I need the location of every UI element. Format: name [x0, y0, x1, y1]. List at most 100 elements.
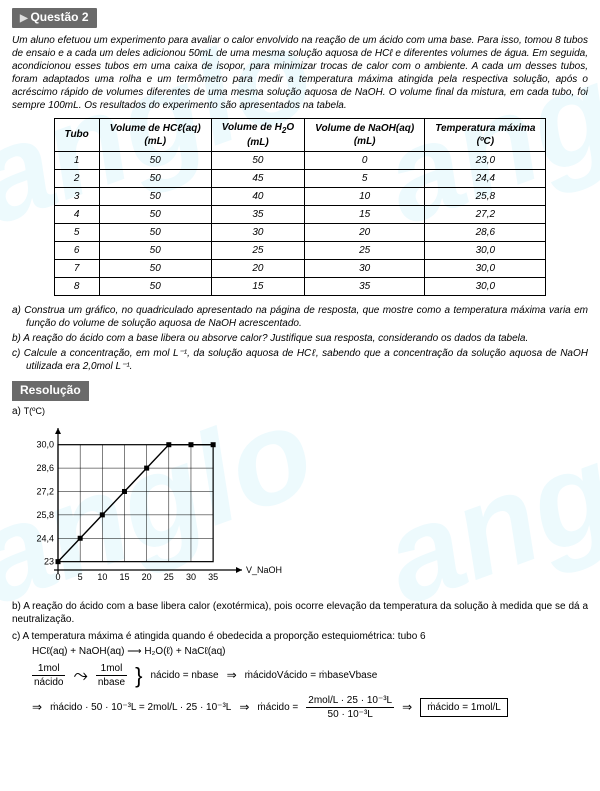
svg-text:15: 15 — [119, 572, 129, 582]
svg-text:V_NaOH(aq) (mL): V_NaOH(aq) (mL) — [246, 565, 282, 575]
ratio-den: nácido — [32, 676, 65, 689]
table-header: Volume de H2O(mL) — [211, 118, 304, 151]
table-cell: 6 — [54, 241, 99, 259]
table-cell: 50 — [99, 277, 211, 295]
table-cell: 4 — [54, 205, 99, 223]
step-eq1: nácido = nbase — [150, 669, 218, 682]
table-cell: 50 — [99, 205, 211, 223]
svg-text:10: 10 — [97, 572, 107, 582]
svg-text:28,6: 28,6 — [36, 463, 54, 473]
table-cell: 1 — [54, 151, 99, 169]
table-cell: 50 — [99, 151, 211, 169]
svg-text:25: 25 — [164, 572, 174, 582]
table-row: 550302028,6 — [54, 223, 546, 241]
implies-icon: ⇒ — [32, 700, 42, 716]
table-cell: 30 — [305, 259, 425, 277]
table-row: 750203030,0 — [54, 259, 546, 277]
step-eq3b-lhs: ṁácido = — [257, 701, 298, 714]
table-cell: 35 — [211, 205, 304, 223]
ratio-num: 1mol — [96, 662, 127, 676]
svg-text:35: 35 — [208, 572, 218, 582]
svg-text:30,0: 30,0 — [36, 439, 54, 449]
table-row: 450351527,2 — [54, 205, 546, 223]
question-statement: Um aluno efetuou um experimento para ava… — [12, 34, 588, 112]
answer-c-intro: c) A temperatura máxima é atingida quand… — [12, 630, 588, 643]
answer-b: b) A reação do ácido com a base libera c… — [12, 600, 588, 626]
table-cell: 50 — [99, 187, 211, 205]
svg-text:24,4: 24,4 — [36, 533, 54, 543]
table-cell: 25,8 — [425, 187, 546, 205]
table-row: 350401025,8 — [54, 187, 546, 205]
item-c: c) Calcule a concentração, em mol L⁻¹, d… — [12, 347, 588, 373]
svg-text:23: 23 — [44, 556, 54, 566]
table-cell: 15 — [211, 277, 304, 295]
implies-icon: ⇒ — [239, 700, 249, 716]
proportion-brace: ⤳ — [73, 664, 87, 687]
step-eq2: ṁácidoVácido = ṁbaseVbase — [245, 669, 378, 682]
table-cell: 35 — [305, 277, 425, 295]
frac-num: 2mol/L · 25 · 10⁻³L — [306, 694, 394, 708]
implies-icon: ⇒ — [227, 668, 237, 684]
table-cell: 27,2 — [425, 205, 546, 223]
table-cell: 8 — [54, 277, 99, 295]
step-eq3b-frac: 2mol/L · 25 · 10⁻³L 50 · 10⁻³L — [306, 694, 394, 721]
table-cell: 50 — [211, 151, 304, 169]
table-cell: 25 — [305, 241, 425, 259]
table-cell: 5 — [54, 223, 99, 241]
svg-text:5: 5 — [78, 572, 83, 582]
table-cell: 20 — [211, 259, 304, 277]
ratio-den: nbase — [96, 676, 127, 689]
frac-den: 50 · 10⁻³L — [306, 708, 394, 721]
resolution-header: Resolução — [12, 381, 89, 401]
table-cell: 2 — [54, 169, 99, 187]
table-cell: 7 — [54, 259, 99, 277]
item-a: a) Construa um gráfico, no quadriculado … — [12, 304, 588, 330]
answer-c-equation: HCℓ(aq) + NaOH(aq) ⟶ H₂O(ℓ) + NaCℓ(aq) — [32, 645, 588, 658]
table-cell: 50 — [99, 169, 211, 187]
table-cell: 15 — [305, 205, 425, 223]
table-cell: 40 — [211, 187, 304, 205]
table-cell: 3 — [54, 187, 99, 205]
table-cell: 23,0 — [425, 151, 546, 169]
table-row: 15050023,0 — [54, 151, 546, 169]
answer-a-label: a) — [12, 406, 21, 417]
table-header: Volume de HCℓ(aq)(mL) — [99, 118, 211, 151]
svg-text:25,8: 25,8 — [36, 509, 54, 519]
table-cell: 30,0 — [425, 277, 546, 295]
table-cell: 45 — [211, 169, 304, 187]
table-row: 650252530,0 — [54, 241, 546, 259]
table-header: Volume de NaOH(aq)(mL) — [305, 118, 425, 151]
ratio-2: 1mol nbase — [96, 662, 127, 689]
table-cell: 25 — [211, 241, 304, 259]
implies-icon: ⇒ — [402, 700, 412, 716]
table-cell: 28,6 — [425, 223, 546, 241]
svg-text:20: 20 — [142, 572, 152, 582]
table-cell: 50 — [99, 223, 211, 241]
chart-container: 0 5 10 15 20 25 30 35 23 24,4 25,8 27,2 28,6 30,0 V_Na… — [22, 422, 588, 596]
ratio-1: 1mol nácido — [32, 662, 65, 689]
question-header: Questão 2 — [12, 8, 97, 28]
calc-row-1: 1mol nácido ⤳ 1mol nbase } nácido = nbas… — [32, 662, 588, 691]
svg-text:0: 0 — [55, 572, 60, 582]
table-cell: 50 — [99, 259, 211, 277]
svg-text:27,2: 27,2 — [36, 486, 54, 496]
table-header: Temperatura máxima(ºC) — [425, 118, 546, 151]
step-eq3a: ṁácido · 50 · 10⁻³L = 2mol/L · 25 · 10⁻³… — [50, 701, 231, 714]
table-cell: 30,0 — [425, 259, 546, 277]
ratio-num: 1mol — [32, 662, 65, 676]
brace-close: } — [135, 662, 142, 691]
calc-row-2: ⇒ ṁácido · 50 · 10⁻³L = 2mol/L · 25 · 10… — [32, 694, 588, 721]
table-cell: 24,4 — [425, 169, 546, 187]
question-items: a) Construa um gráfico, no quadriculado … — [12, 304, 588, 373]
data-table: TuboVolume de HCℓ(aq)(mL)Volume de H2O(m… — [54, 118, 547, 296]
table-cell: 10 — [305, 187, 425, 205]
table-cell: 30,0 — [425, 241, 546, 259]
temperature-chart: 0 5 10 15 20 25 30 35 23 24,4 25,8 27,2 28,6 30,0 V_Na… — [22, 422, 282, 592]
item-b: b) A reação do ácido com a base libera o… — [12, 332, 588, 345]
table-header: Tubo — [54, 118, 99, 151]
table-cell: 5 — [305, 169, 425, 187]
table-cell: 0 — [305, 151, 425, 169]
table-row: 25045524,4 — [54, 169, 546, 187]
svg-text:30: 30 — [186, 572, 196, 582]
answer-a: a) T(ºC) — [12, 405, 588, 418]
